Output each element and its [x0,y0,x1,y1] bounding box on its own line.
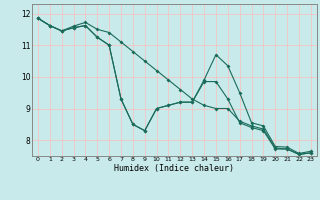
X-axis label: Humidex (Indice chaleur): Humidex (Indice chaleur) [115,164,234,173]
